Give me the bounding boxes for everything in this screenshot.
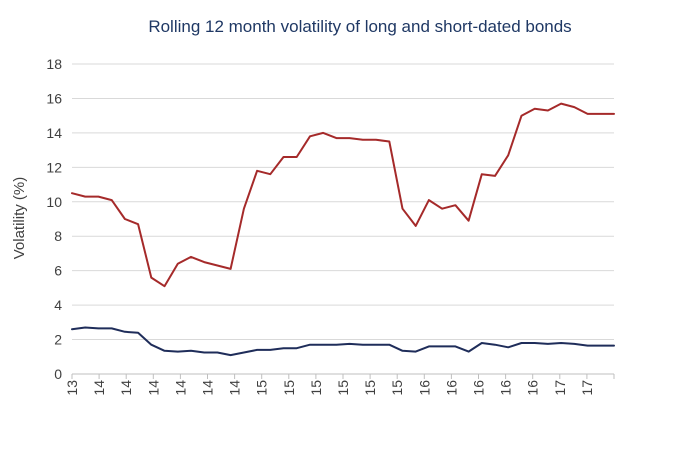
x-tick-label: 15	[335, 380, 351, 396]
x-tick-label: 15	[389, 380, 405, 396]
x-tick-label: 16	[525, 380, 541, 396]
gridlines	[72, 63, 614, 341]
x-tick-label: 14	[172, 380, 188, 396]
x-tick-label: 14	[118, 380, 134, 396]
y-axis: 0 2 4 6 8 10 12 14 16 18	[46, 56, 62, 382]
y-tick-label: 8	[54, 228, 62, 244]
x-tick-label: 13	[64, 380, 80, 396]
x-axis: 13 14 14 14 14 14 14 15 15 15 15 15 15 16 16 16 16 16 17 17	[64, 373, 615, 396]
y-tick-label: 6	[54, 263, 62, 279]
y-tick-label: 18	[46, 56, 62, 72]
x-tick-label: 15	[254, 380, 270, 396]
series-lines	[71, 102, 615, 357]
x-tick-label: 15	[281, 380, 297, 396]
y-tick-label: 4	[54, 297, 62, 313]
y-axis-title: Volatility (%)	[11, 177, 28, 260]
x-tick-label: 17	[552, 380, 568, 396]
x-tick-label: 14	[227, 380, 243, 396]
y-tick-label: 10	[46, 194, 62, 210]
x-tick-label: 16	[416, 380, 432, 396]
y-tick-label: 2	[54, 332, 62, 348]
x-tick-label: 17	[579, 380, 595, 396]
x-tick-label: 14	[91, 380, 107, 396]
y-tick-label: 14	[46, 125, 62, 141]
y-tick-label: 12	[46, 159, 62, 175]
series-line-short-dated	[71, 326, 615, 357]
y-tick-label: 0	[54, 366, 62, 382]
y-tick-label: 16	[46, 90, 62, 106]
x-tick-label: 16	[471, 380, 487, 396]
x-tick-label: 14	[145, 380, 161, 396]
x-tick-label: 14	[200, 380, 216, 396]
chart-title: Rolling 12 month volatility of long and …	[148, 17, 571, 36]
x-tick-label: 15	[308, 380, 324, 396]
x-tick-label: 16	[498, 380, 514, 396]
series-line-long-dated	[71, 102, 615, 288]
x-tick-label: 16	[443, 380, 459, 396]
x-tick-label: 15	[362, 380, 378, 396]
